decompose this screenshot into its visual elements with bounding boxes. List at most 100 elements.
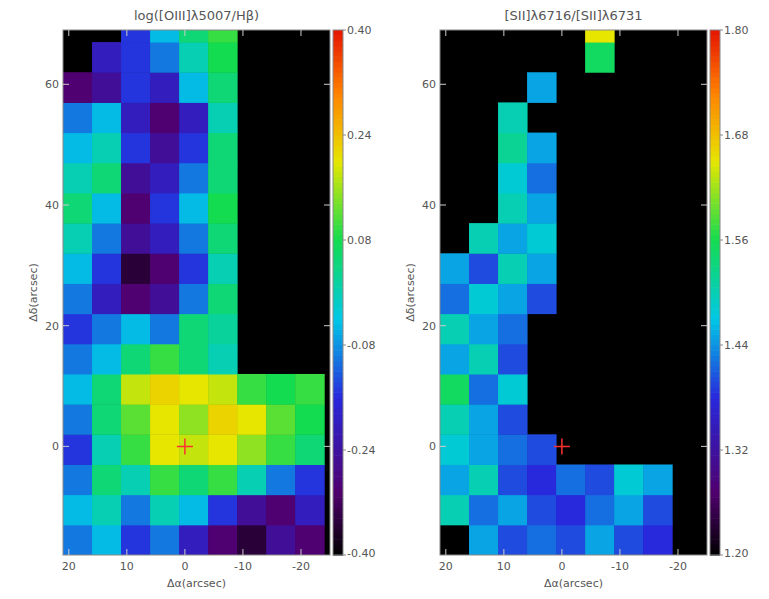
colorbar-step — [333, 529, 343, 535]
colorbar-step — [333, 361, 343, 367]
colorbar-tick — [720, 345, 723, 346]
cell — [295, 374, 325, 405]
colorbar-step — [710, 177, 720, 183]
colorbar-step — [710, 471, 720, 477]
colorbar-step — [333, 209, 343, 215]
colorbar-step — [710, 539, 720, 545]
colorbar-tick — [343, 450, 346, 451]
cell — [585, 464, 615, 495]
cell — [527, 283, 557, 314]
colorbar-tick — [343, 135, 346, 136]
y-tick — [324, 84, 330, 85]
x-tick-label: -20 — [669, 560, 687, 573]
colorbar-step — [710, 350, 720, 356]
y-tick — [440, 84, 446, 85]
colorbar-tick-label: -0.08 — [347, 339, 375, 352]
x-tick — [184, 549, 185, 555]
colorbar-step — [333, 335, 343, 341]
cell — [179, 434, 209, 465]
cell — [92, 253, 122, 284]
cell — [121, 253, 151, 284]
colorbar-step — [333, 356, 343, 362]
panel: log([OIII]λ5007/Hβ)20100-10-20Δα(arcsec)… — [27, 8, 375, 590]
cell — [498, 193, 528, 224]
cell — [527, 495, 557, 526]
cell — [92, 283, 122, 314]
cell — [179, 314, 209, 345]
colorbar-step — [333, 251, 343, 257]
colorbar-tick — [720, 450, 723, 451]
cell — [121, 163, 151, 194]
cell — [121, 102, 151, 133]
colorbar-step — [710, 193, 720, 199]
cell — [150, 314, 180, 345]
colorbar-step — [333, 177, 343, 183]
colorbar-step — [333, 235, 343, 241]
colorbar-step — [710, 182, 720, 188]
cell — [614, 464, 644, 495]
colorbar-step — [710, 235, 720, 241]
colorbar-step — [333, 503, 343, 509]
cell — [266, 495, 296, 526]
y-tick — [324, 205, 330, 206]
colorbar-step — [333, 293, 343, 299]
colorbar-step — [333, 277, 343, 283]
colorbar-step — [333, 51, 343, 57]
colorbar-step — [710, 209, 720, 215]
y-tick — [701, 446, 707, 447]
cell — [63, 464, 93, 495]
cell — [179, 495, 209, 526]
x-tick-label: 20 — [62, 560, 76, 573]
cell — [295, 495, 325, 526]
cell — [237, 404, 267, 435]
cell — [266, 525, 296, 555]
colorbar-step — [333, 524, 343, 530]
colorbar-step — [333, 224, 343, 230]
colorbar-step — [333, 398, 343, 404]
colorbar-step — [333, 382, 343, 388]
y-tick — [324, 446, 330, 447]
cell — [469, 344, 499, 375]
x-tick — [126, 549, 127, 555]
cell — [121, 434, 151, 465]
cell — [179, 102, 209, 133]
cell — [63, 525, 93, 555]
colorbar-step — [710, 492, 720, 498]
colorbar-step — [333, 88, 343, 94]
cell — [121, 314, 151, 345]
cell — [498, 253, 528, 284]
colorbar-step — [333, 98, 343, 104]
cell — [556, 495, 586, 526]
colorbar-step — [710, 450, 720, 456]
colorbar-step — [710, 377, 720, 383]
nucleus-cross — [177, 438, 193, 454]
colorbar-tick-label: 1.44 — [724, 339, 749, 352]
cell — [63, 344, 93, 375]
x-tick-label: 10 — [497, 560, 511, 573]
colorbar-step — [710, 83, 720, 89]
cell — [469, 434, 499, 465]
colorbar-step — [710, 56, 720, 62]
cell — [527, 163, 557, 194]
cell — [527, 133, 557, 164]
colorbar-step — [710, 119, 720, 125]
colorbar-step — [333, 392, 343, 398]
x-tick — [619, 30, 620, 36]
cell — [440, 344, 470, 375]
cell — [179, 223, 209, 254]
colorbar-tick — [720, 240, 723, 241]
colorbar-step — [333, 109, 343, 115]
colorbar-step — [333, 114, 343, 120]
cell — [179, 283, 209, 314]
y-tick — [440, 325, 446, 326]
colorbar-step — [710, 366, 720, 372]
cell — [469, 314, 499, 345]
colorbar-tick — [343, 240, 346, 241]
colorbar-step — [333, 156, 343, 162]
x-tick — [184, 30, 185, 36]
colorbar-step — [710, 104, 720, 110]
cell — [150, 102, 180, 133]
colorbar-step — [710, 419, 720, 425]
cell — [92, 525, 122, 555]
colorbar-step — [333, 161, 343, 167]
